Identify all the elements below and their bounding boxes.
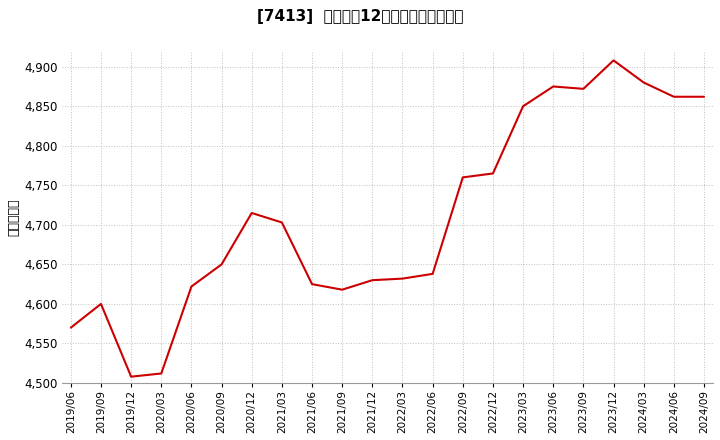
Text: [7413]  売上高の12か月移動合計の推移: [7413] 売上高の12か月移動合計の推移 [257, 9, 463, 24]
Y-axis label: （百万円）: （百万円） [7, 198, 20, 236]
